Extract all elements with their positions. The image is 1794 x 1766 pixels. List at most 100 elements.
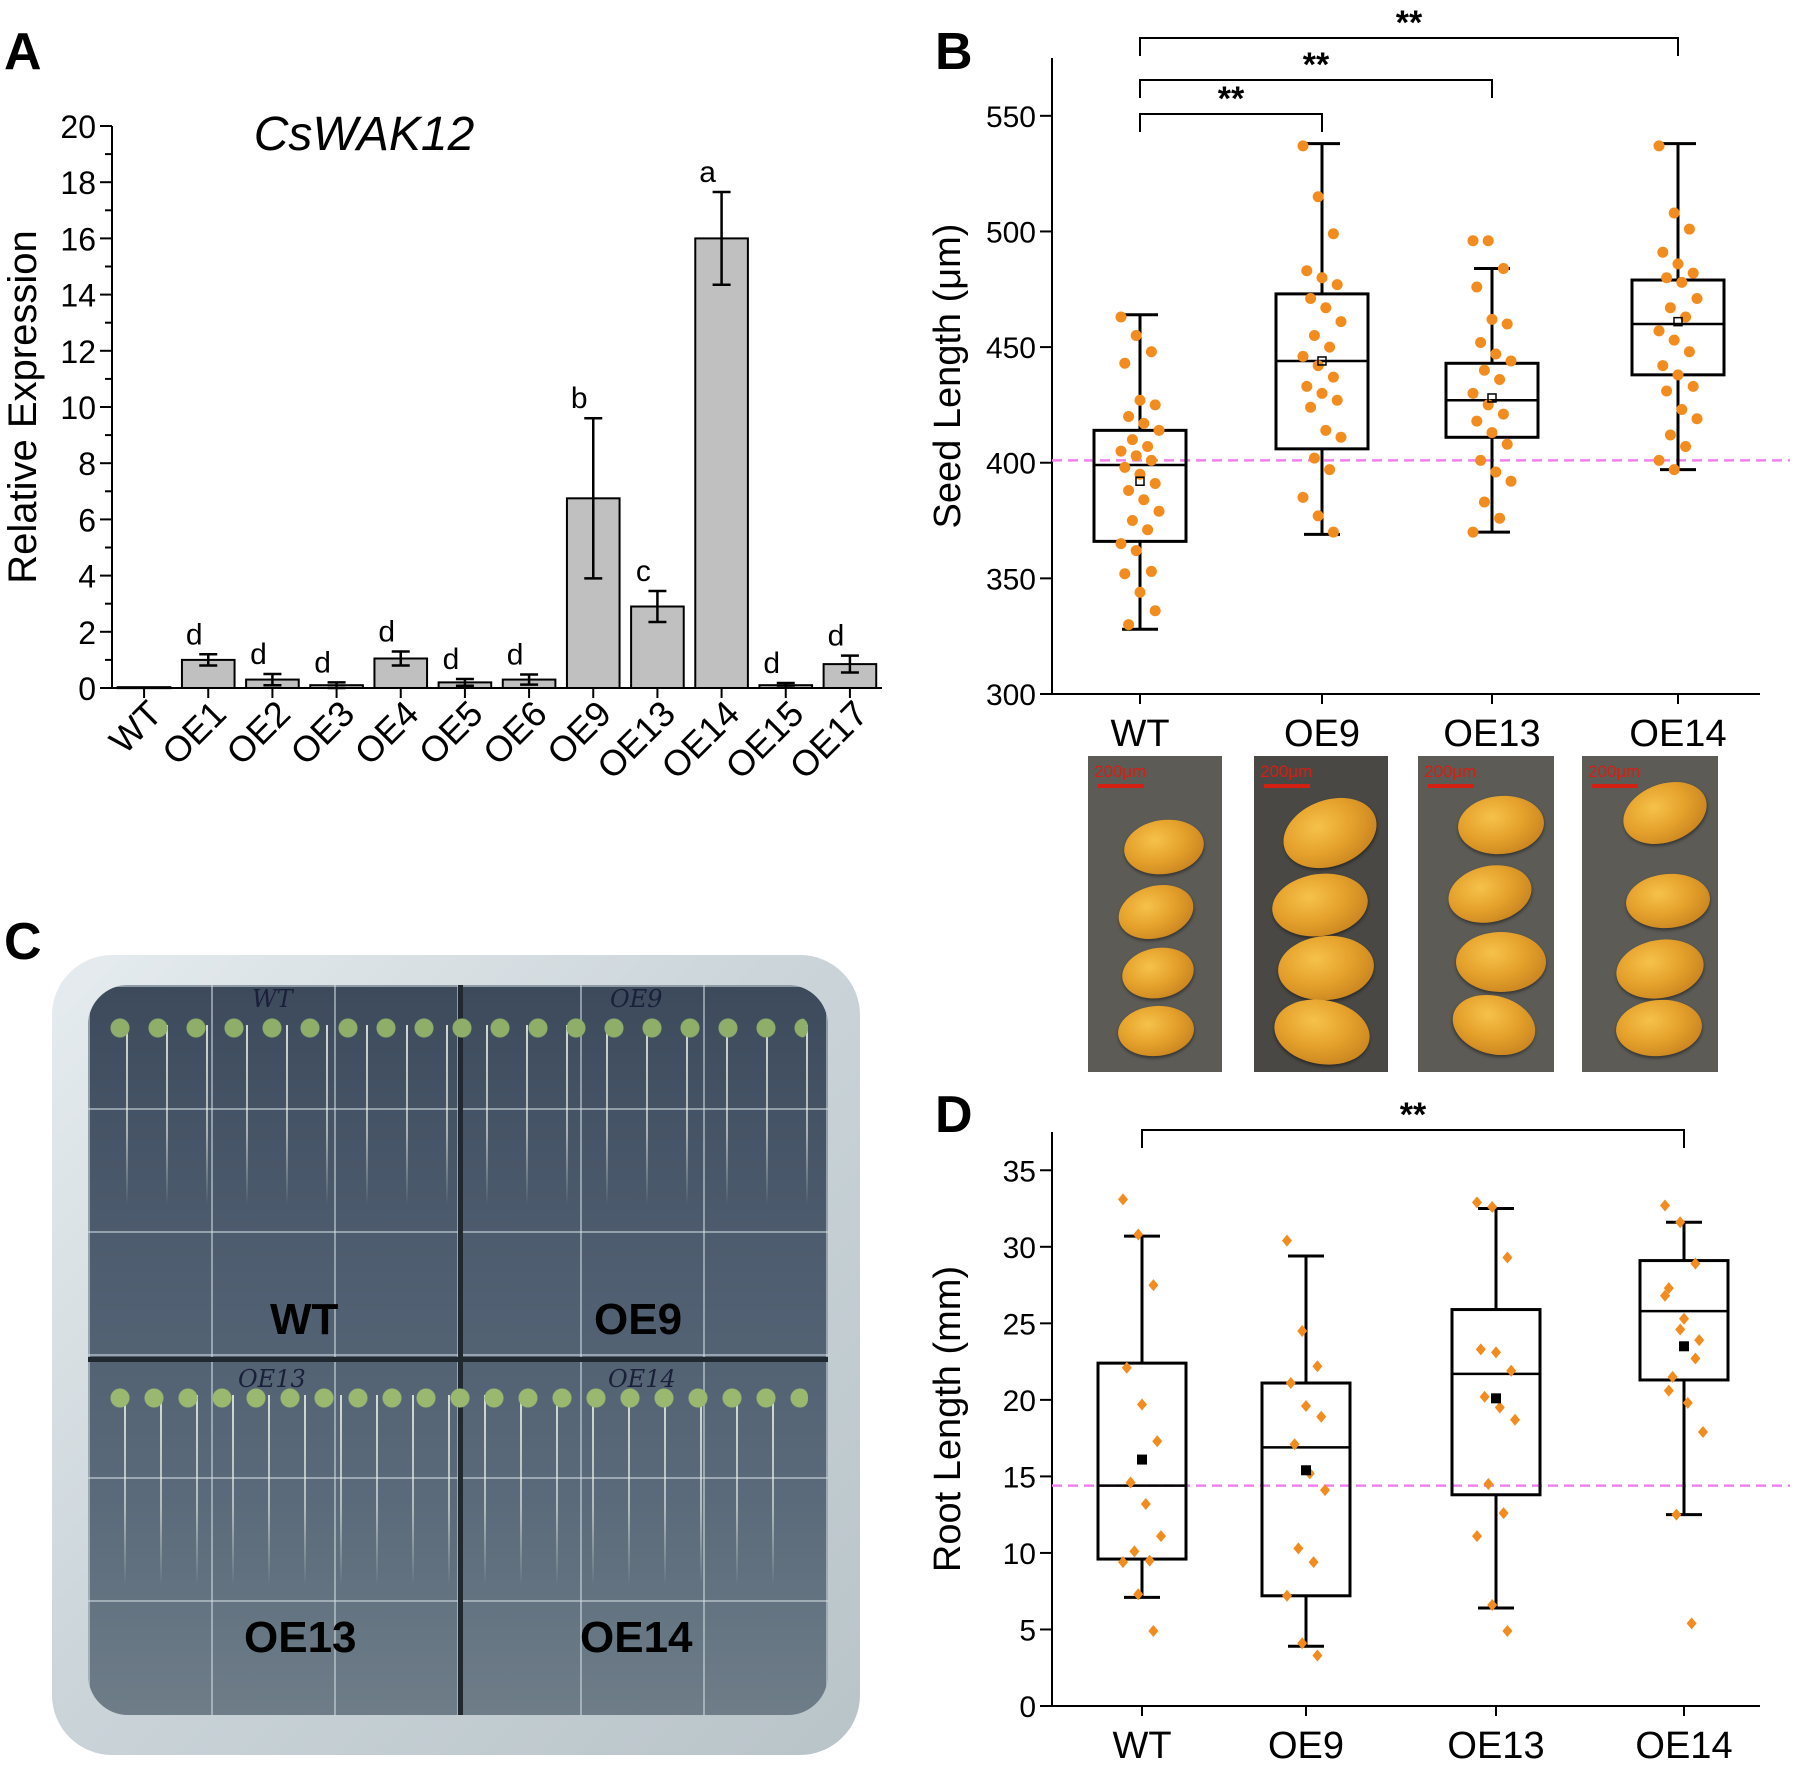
d-sig-label: ** bbox=[1400, 1096, 1427, 1134]
d-data-point bbox=[1293, 1542, 1304, 1555]
b-data-point bbox=[1119, 357, 1131, 369]
seed bbox=[1115, 1002, 1197, 1060]
plate-hand-label-wt: WT bbox=[252, 985, 293, 1013]
a-y-tick-label: 18 bbox=[60, 165, 96, 201]
seed bbox=[1118, 942, 1198, 1004]
b-data-point bbox=[1478, 364, 1490, 376]
b-data-point bbox=[1115, 311, 1127, 323]
a-x-tick-label: OE4 bbox=[346, 693, 426, 773]
b-data-point bbox=[1119, 461, 1131, 473]
d-data-point bbox=[1475, 1343, 1486, 1356]
a-x-tick-label: OE2 bbox=[218, 693, 298, 773]
d-data-point bbox=[1667, 1370, 1678, 1383]
b-data-point bbox=[1661, 272, 1673, 284]
b-data-point bbox=[1134, 394, 1146, 406]
b-data-point bbox=[1149, 399, 1161, 411]
b-data-point bbox=[1331, 279, 1343, 291]
a-sig-letter: a bbox=[699, 156, 716, 189]
b-data-point bbox=[1668, 464, 1680, 476]
a-sig-letter: c bbox=[636, 555, 651, 588]
b-data-point bbox=[1486, 313, 1498, 325]
a-sig-letter: d bbox=[314, 646, 331, 679]
d-y-axis-label: Root Length (mm) bbox=[927, 1266, 969, 1572]
a-chart-title: CsWAK12 bbox=[254, 108, 475, 161]
b-data-point bbox=[1327, 228, 1339, 240]
seed bbox=[1623, 870, 1713, 932]
d-data-point bbox=[1148, 1279, 1159, 1292]
b-data-point bbox=[1471, 281, 1483, 293]
d-data-point bbox=[1133, 1228, 1144, 1241]
b-x-tick-label: OE13 bbox=[1443, 713, 1540, 755]
d-data-point bbox=[1663, 1282, 1674, 1295]
b-y-tick-label: 400 bbox=[986, 448, 1036, 481]
b-data-point bbox=[1467, 526, 1479, 538]
d-data-point bbox=[1510, 1413, 1520, 1426]
d-y-tick-label: 35 bbox=[1003, 1155, 1036, 1188]
d-x-tick-label: OE9 bbox=[1268, 1725, 1344, 1766]
d-data-point bbox=[1698, 1426, 1708, 1439]
b-data-point bbox=[1145, 454, 1157, 466]
b-data-point bbox=[1335, 316, 1347, 328]
d-data-point bbox=[1663, 1384, 1674, 1397]
b-data-point bbox=[1312, 191, 1324, 203]
b-data-point bbox=[1497, 408, 1509, 420]
d-data-point bbox=[1502, 1251, 1513, 1264]
b-box bbox=[1092, 428, 1188, 543]
b-data-point bbox=[1149, 605, 1161, 617]
plate-hand-label-oe13: OE13 bbox=[238, 1365, 306, 1393]
d-box bbox=[1260, 1381, 1352, 1598]
b-data-point bbox=[1657, 360, 1669, 372]
d-data-point bbox=[1312, 1649, 1323, 1662]
seedling-row-top bbox=[108, 1025, 808, 1205]
d-data-point bbox=[1660, 1199, 1670, 1212]
b-data-point bbox=[1475, 454, 1487, 466]
d-data-point bbox=[1690, 1257, 1701, 1270]
seed bbox=[1613, 996, 1705, 1060]
b-mean bbox=[1673, 316, 1683, 327]
d-data-point bbox=[1472, 1530, 1482, 1543]
d-data-point bbox=[1140, 1497, 1151, 1510]
d-data-point bbox=[1690, 1352, 1701, 1365]
plate-label-oe9: OE9 bbox=[594, 1295, 683, 1344]
d-data-point bbox=[1682, 1396, 1693, 1409]
b-y-axis-label: Seed Length (μm) bbox=[927, 224, 969, 529]
b-data-point bbox=[1142, 524, 1154, 536]
b-data-point bbox=[1305, 293, 1317, 305]
cotyledons-bottom bbox=[108, 1387, 808, 1409]
d-data-point bbox=[1289, 1438, 1300, 1451]
panel-label-d: D bbox=[935, 1086, 973, 1144]
a-y-tick-label: 4 bbox=[78, 559, 96, 595]
b-y-tick-label: 550 bbox=[986, 101, 1036, 134]
seed bbox=[1273, 785, 1387, 881]
b-data-point bbox=[1297, 350, 1309, 362]
a-sig-letter: d bbox=[378, 615, 395, 648]
d-data-point bbox=[1282, 1589, 1292, 1602]
b-data-point bbox=[1501, 438, 1513, 450]
seed-photo-oe9: 200μm bbox=[1254, 756, 1388, 1072]
b-mean bbox=[1487, 393, 1497, 403]
d-data-point bbox=[1679, 1312, 1689, 1325]
d-data-point bbox=[1144, 1554, 1155, 1567]
d-data-point bbox=[1502, 1624, 1513, 1637]
b-data-point bbox=[1126, 434, 1138, 446]
b-data-point bbox=[1301, 265, 1313, 277]
b-data-point bbox=[1664, 429, 1676, 441]
d-data-point bbox=[1491, 1346, 1501, 1359]
scale-label: 200μm bbox=[1424, 762, 1477, 781]
a-y-tick-label: 14 bbox=[60, 278, 96, 314]
scale-label: 200μm bbox=[1094, 762, 1147, 781]
d-y-tick-label: 15 bbox=[1003, 1461, 1036, 1494]
seed bbox=[1456, 932, 1546, 992]
panel-label-b: B bbox=[935, 23, 973, 81]
b-data-point bbox=[1497, 262, 1509, 274]
b-sig-bracket bbox=[1139, 37, 1679, 56]
d-data-point bbox=[1694, 1334, 1705, 1347]
b-data-point bbox=[1130, 330, 1142, 342]
seed bbox=[1275, 931, 1377, 1005]
d-data-point bbox=[1675, 1323, 1686, 1336]
d-y-tick-label: 10 bbox=[1003, 1538, 1036, 1571]
b-data-point bbox=[1327, 371, 1339, 383]
plate-label-oe14: OE14 bbox=[580, 1613, 693, 1662]
b-y-tick-label: 450 bbox=[986, 332, 1036, 365]
b-data-point bbox=[1653, 454, 1665, 466]
